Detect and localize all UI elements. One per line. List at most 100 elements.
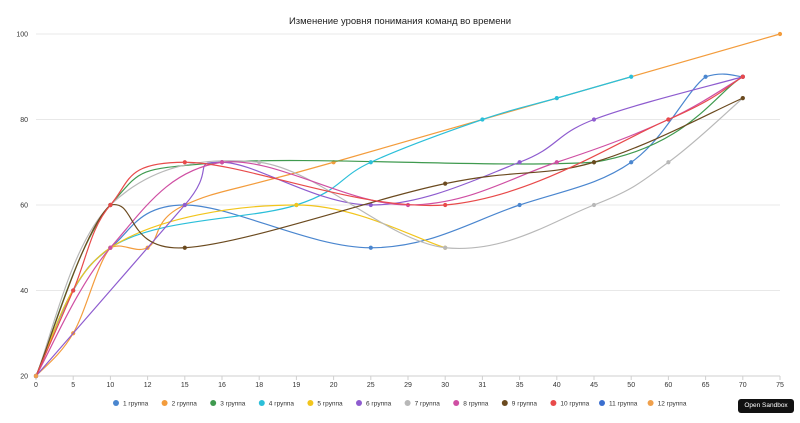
x-tick-label: 70 — [739, 382, 747, 389]
legend-marker — [453, 400, 460, 406]
data-point[interactable] — [740, 74, 745, 79]
legend-item[interactable]: 2 группа — [161, 400, 198, 407]
chart-title: Изменение уровня понимания команд во вре… — [289, 16, 511, 27]
x-tick-label: 30 — [441, 382, 449, 389]
legend-item[interactable]: 9 группа — [501, 400, 538, 407]
x-tick-label: 50 — [627, 382, 635, 389]
x-axis: 0 5 10 12 15 16 18 19 20 25 29 30 31 35 40 45 50 60 65 70 75 — [34, 376, 784, 389]
data-point[interactable] — [666, 160, 671, 165]
y-tick-label: 40 — [20, 288, 28, 295]
legend-label: 3 группа — [220, 400, 246, 407]
x-tick-label: 75 — [776, 382, 784, 389]
series-12 — [33, 373, 39, 379]
x-tick-label: 5 — [71, 382, 75, 389]
series-line — [35, 204, 446, 377]
legend-item[interactable]: 6 группа — [356, 400, 392, 407]
data-point[interactable] — [443, 181, 448, 186]
legend-label: 5 группа — [317, 400, 343, 407]
data-point[interactable] — [182, 160, 187, 165]
data-point[interactable] — [108, 245, 113, 250]
legend-label: 10 группа — [560, 400, 589, 407]
data-point[interactable] — [591, 117, 597, 122]
data-point[interactable] — [33, 373, 39, 379]
data-point[interactable] — [703, 74, 708, 79]
legend-label: 4 группа — [269, 400, 295, 407]
legend-label: 8 группа — [463, 400, 489, 407]
legend-item[interactable]: 10 группа — [550, 400, 590, 407]
x-tick-label: 12 — [144, 382, 152, 389]
y-tick-label: 20 — [20, 374, 28, 381]
series-line — [35, 76, 632, 377]
data-point[interactable] — [591, 160, 597, 165]
legend-item[interactable]: 3 группа — [210, 400, 246, 407]
y-tick-label: 60 — [20, 203, 28, 210]
y-axis: 20 40 60 80 100 — [16, 32, 28, 381]
series-9 — [33, 96, 745, 379]
data-point[interactable] — [219, 160, 225, 165]
x-tick-label: 20 — [330, 382, 338, 389]
data-point[interactable] — [480, 117, 485, 122]
legend-marker — [258, 400, 265, 406]
series-4 — [33, 74, 634, 379]
data-point[interactable] — [182, 202, 187, 208]
data-point[interactable] — [71, 288, 76, 293]
series-group — [33, 31, 783, 379]
data-point[interactable] — [740, 96, 745, 101]
legend-label: 11 группа — [609, 400, 638, 407]
x-tick-label: 45 — [590, 382, 598, 389]
data-point[interactable] — [368, 160, 373, 165]
data-point[interactable] — [591, 202, 597, 208]
data-point[interactable] — [517, 160, 522, 165]
legend-item[interactable]: 11 группа — [599, 400, 638, 407]
legend-label: 2 группа — [172, 400, 198, 407]
legend-item[interactable]: 1 группа — [113, 400, 149, 407]
y-tick-label: 100 — [16, 32, 28, 39]
legend-marker — [404, 400, 411, 406]
series-10 — [33, 74, 745, 379]
data-point[interactable] — [629, 160, 634, 165]
legend-marker — [210, 400, 217, 406]
data-point[interactable] — [294, 202, 299, 208]
legend-item[interactable]: 7 группа — [404, 400, 441, 407]
x-tick-label: 60 — [665, 382, 673, 389]
x-tick-label: 0 — [34, 382, 38, 389]
legend-item[interactable]: 12 группа — [647, 400, 687, 407]
data-point[interactable] — [443, 245, 448, 250]
data-point[interactable] — [666, 117, 671, 122]
legend-marker — [599, 400, 605, 406]
data-point[interactable] — [554, 96, 559, 101]
data-point[interactable] — [368, 202, 373, 208]
legend-item[interactable]: 8 группа — [453, 400, 489, 407]
x-tick-label: 10 — [107, 382, 115, 389]
data-point[interactable] — [182, 245, 187, 250]
series-line — [35, 97, 744, 377]
data-point[interactable] — [368, 245, 373, 250]
data-point[interactable] — [257, 160, 262, 165]
data-point[interactable] — [554, 160, 559, 165]
legend-item[interactable]: 4 группа — [258, 400, 295, 407]
legend-marker — [501, 400, 508, 406]
legend-item[interactable]: 5 группа — [307, 400, 343, 407]
data-point[interactable] — [517, 202, 522, 208]
legend-marker — [307, 400, 314, 406]
open-sandbox-button[interactable]: Open Sandbox — [738, 399, 794, 413]
data-point[interactable] — [108, 202, 113, 208]
x-tick-label: 40 — [553, 382, 561, 389]
x-tick-label: 19 — [293, 382, 301, 389]
legend-label: 7 группа — [415, 400, 441, 407]
legend-label: 9 группа — [512, 400, 538, 407]
legend-marker — [647, 400, 654, 406]
data-point[interactable] — [443, 202, 448, 208]
legend-label: 12 группа — [658, 400, 687, 407]
data-point[interactable] — [777, 31, 783, 37]
legend: 1 группа 2 группа 3 группа 4 группа 5 группа… — [113, 400, 687, 407]
data-point[interactable] — [629, 74, 634, 79]
x-tick-label: 18 — [255, 382, 263, 389]
legend-marker — [356, 400, 362, 406]
legend-marker — [161, 400, 168, 406]
series-line — [35, 97, 744, 377]
series-7 — [33, 96, 745, 379]
x-tick-label: 25 — [367, 382, 375, 389]
y-tick-label: 80 — [20, 117, 28, 124]
